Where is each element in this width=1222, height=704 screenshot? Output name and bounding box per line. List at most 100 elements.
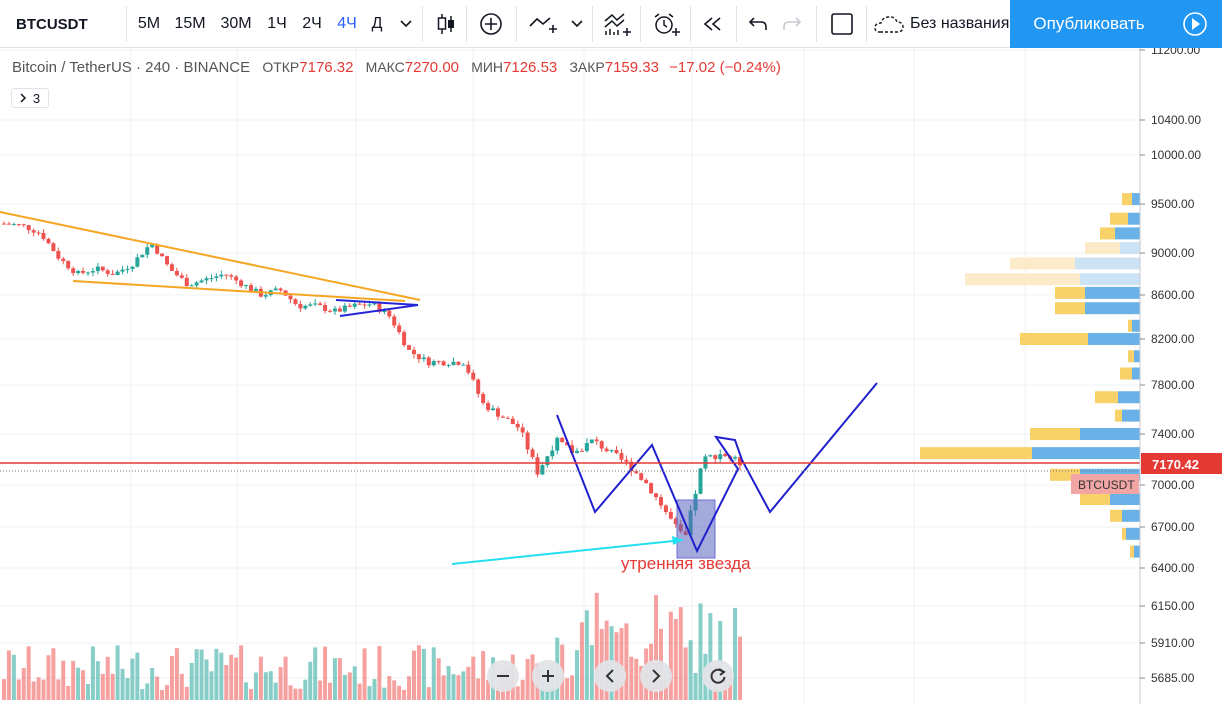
candle-body <box>26 225 31 231</box>
candle-body <box>56 251 61 259</box>
volume-bar <box>594 592 599 700</box>
volume-bar <box>36 677 41 700</box>
candle-body <box>658 497 663 506</box>
scroll-left-button[interactable] <box>594 660 626 692</box>
volume-bar <box>347 672 352 700</box>
add-indicator-icon <box>480 13 502 35</box>
candle-body <box>318 303 323 305</box>
symbol-description[interactable]: Bitcoin / TetherUS · 240 · BINANCE <box>12 59 251 76</box>
chart-pane[interactable]: утренняя звезда 11200.00 10400.00 10000.00… <box>0 48 1222 704</box>
volume-bar <box>21 668 26 700</box>
strategy-button[interactable] <box>598 0 636 48</box>
alert-button[interactable] <box>646 0 686 48</box>
price-tick-label: 7800.00 <box>1151 378 1195 392</box>
price-tick-label: 6700.00 <box>1151 520 1195 534</box>
volume-bar <box>31 681 36 700</box>
fullscreen-button[interactable] <box>822 0 862 48</box>
publish-button[interactable]: Опубликовать <box>1010 0 1168 48</box>
volume-bar <box>150 668 155 700</box>
wedge-bottom-line[interactable] <box>72 280 406 302</box>
profile-row-up <box>1110 509 1122 522</box>
current-price-tag <box>1141 453 1222 474</box>
candle-body <box>357 303 362 305</box>
indicators-count: 3 <box>32 90 41 106</box>
volume-bar <box>323 646 328 700</box>
candle-body <box>515 424 520 428</box>
candle-body <box>486 403 491 411</box>
volume-bar <box>71 660 76 700</box>
volume-bar <box>387 676 392 700</box>
stream-button[interactable] <box>1168 0 1222 48</box>
candle-body <box>160 253 165 257</box>
volume-bar <box>634 658 639 700</box>
play-icon <box>1183 12 1207 36</box>
candle-body <box>130 266 135 269</box>
chevron-down-icon <box>400 20 412 28</box>
undo-button[interactable] <box>742 0 774 48</box>
interval-2h[interactable]: 2Ч <box>302 15 322 32</box>
interval-15m[interactable]: 15M <box>174 15 206 32</box>
candle-body <box>278 288 283 291</box>
candle-body <box>599 441 604 449</box>
price-tick-label: 8200.00 <box>1151 332 1195 346</box>
symbol-search[interactable]: BTCUSDT <box>16 15 88 33</box>
pennant-top-line[interactable] <box>335 299 419 306</box>
volume-bar <box>431 647 436 700</box>
volume-bar <box>224 665 229 700</box>
chart-type-button[interactable] <box>428 0 464 48</box>
candle-body <box>115 271 120 275</box>
interval-5m[interactable]: 5M <box>137 15 161 32</box>
candle-body <box>150 244 155 248</box>
profile-row-down <box>1115 227 1140 240</box>
profile-row-up <box>1110 212 1128 225</box>
candle-body <box>174 270 179 276</box>
volume-bar <box>85 684 90 700</box>
volume-bar <box>125 678 130 700</box>
interval-1d[interactable]: Д <box>371 15 383 32</box>
toolbar-separator <box>816 6 817 42</box>
pennant-bottom-line[interactable] <box>339 304 419 317</box>
price-axis[interactable]: 11200.00 10400.00 10000.00 9500.00 9000.00 86… <box>1139 48 1222 704</box>
wedge-top-line[interactable] <box>0 211 421 301</box>
candle-body <box>589 439 594 444</box>
pattern-projection-line[interactable] <box>556 382 878 554</box>
candle-body <box>604 448 609 452</box>
volume-bar <box>589 645 594 700</box>
interval-1h[interactable]: 1Ч <box>267 15 287 32</box>
volume-bar <box>629 656 634 700</box>
zoom-in-button[interactable] <box>532 660 564 692</box>
volume-bar <box>244 682 249 700</box>
profile-row-down <box>1126 527 1140 540</box>
interval-dropdown[interactable] <box>394 0 418 48</box>
zoom-out-button[interactable] <box>487 660 519 692</box>
cyan-arrow-line[interactable] <box>451 539 684 565</box>
profile-row-up <box>1120 367 1132 380</box>
candle-body <box>248 285 253 291</box>
symbol-tag-label: BTCUSDT <box>1078 478 1135 492</box>
indicators-button[interactable] <box>472 0 510 48</box>
reset-chart-button[interactable] <box>702 660 734 692</box>
candle-body <box>244 285 249 287</box>
candle-body <box>614 449 619 454</box>
indicators-toggle[interactable]: 3 <box>11 88 49 108</box>
volume-bar <box>199 649 204 700</box>
volume-bar <box>579 622 584 700</box>
symbol-tag <box>1071 474 1139 494</box>
profile-row-down <box>1132 319 1140 332</box>
interval-30m[interactable]: 30M <box>220 15 252 32</box>
scroll-right-button[interactable] <box>640 660 672 692</box>
volume-bar <box>81 670 86 700</box>
candle-body <box>698 468 703 494</box>
candle-body <box>293 299 298 304</box>
redo-button[interactable] <box>776 0 808 48</box>
volume-bar <box>46 655 51 700</box>
compare-button[interactable] <box>522 0 564 48</box>
candle-body <box>411 349 416 355</box>
interval-4h[interactable]: 4Ч <box>337 15 357 32</box>
candle-body <box>446 365 451 367</box>
candles-icon <box>437 14 454 34</box>
replay-button[interactable] <box>696 0 730 48</box>
candle-body <box>362 304 367 306</box>
layout-name-button[interactable]: Без названия <box>872 0 1010 48</box>
compare-dropdown[interactable] <box>566 0 588 48</box>
